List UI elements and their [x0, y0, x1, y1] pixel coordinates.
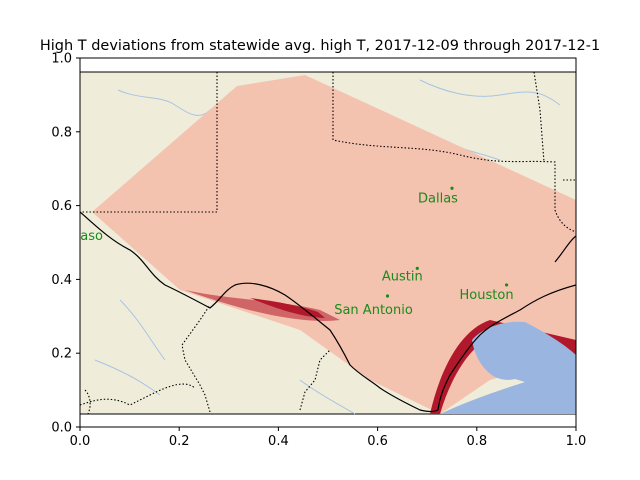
x-tick-label: 1.0 [566, 434, 587, 449]
x-tick-label: 0.8 [466, 434, 487, 449]
city-layer: Dallas El Paso Austin San Antonio Houston [57, 186, 514, 318]
gulf-water [440, 321, 576, 414]
rio-grande-border [80, 211, 439, 413]
gulf-coastline [437, 284, 576, 411]
x-tick-label: 0.0 [70, 434, 91, 449]
city-label: Austin [382, 269, 423, 284]
y-tick-label: 0.2 [51, 347, 72, 362]
river [299, 379, 356, 415]
x-axis: 0.0 0.2 0.4 0.6 0.8 1.0 [70, 427, 587, 449]
x-tick-label: 0.4 [268, 434, 289, 449]
texas-north-east-border [332, 72, 576, 233]
city-label: Dallas [418, 191, 458, 206]
coastline [554, 235, 576, 263]
map-axes: Dallas El Paso Austin San Antonio Houston [57, 58, 576, 427]
river [94, 359, 161, 396]
y-tick-label: 0.6 [51, 199, 72, 214]
city-marker [415, 266, 419, 270]
city-label: El Paso [57, 229, 103, 244]
deviation-anomaly-core [250, 298, 325, 318]
y-tick-label: 0.0 [51, 421, 72, 436]
deviation-field [92, 75, 576, 414]
y-tick-label: 1.0 [51, 52, 72, 67]
river [117, 89, 211, 116]
x-tick-label: 0.2 [169, 434, 190, 449]
texas-west-border [80, 72, 218, 213]
map-title: High T deviations from statewide avg. hi… [40, 38, 600, 54]
unmapped-bottom-strip [80, 414, 576, 427]
city-label: San Antonio [334, 303, 413, 318]
x-tick-label: 0.6 [367, 434, 388, 449]
river [419, 79, 561, 106]
city-label: Houston [460, 288, 514, 303]
city-marker [385, 294, 390, 298]
river [119, 299, 166, 361]
city-marker [504, 283, 509, 287]
y-tick-label: 0.8 [51, 125, 72, 140]
unmapped-top-strip [80, 58, 576, 72]
mexico-state-border [181, 304, 211, 413]
y-tick-label: 0.4 [51, 273, 72, 288]
y-axis: 0.0 0.2 0.4 0.6 0.8 1.0 [51, 52, 80, 436]
mexico-state-border [80, 383, 196, 406]
mexico-state-border [84, 389, 91, 415]
city-marker [450, 186, 454, 190]
axes-frame [79, 57, 577, 428]
mexico-state-border [299, 349, 331, 411]
